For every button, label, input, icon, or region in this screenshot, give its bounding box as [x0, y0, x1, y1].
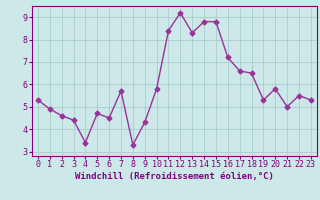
X-axis label: Windchill (Refroidissement éolien,°C): Windchill (Refroidissement éolien,°C)	[75, 172, 274, 181]
